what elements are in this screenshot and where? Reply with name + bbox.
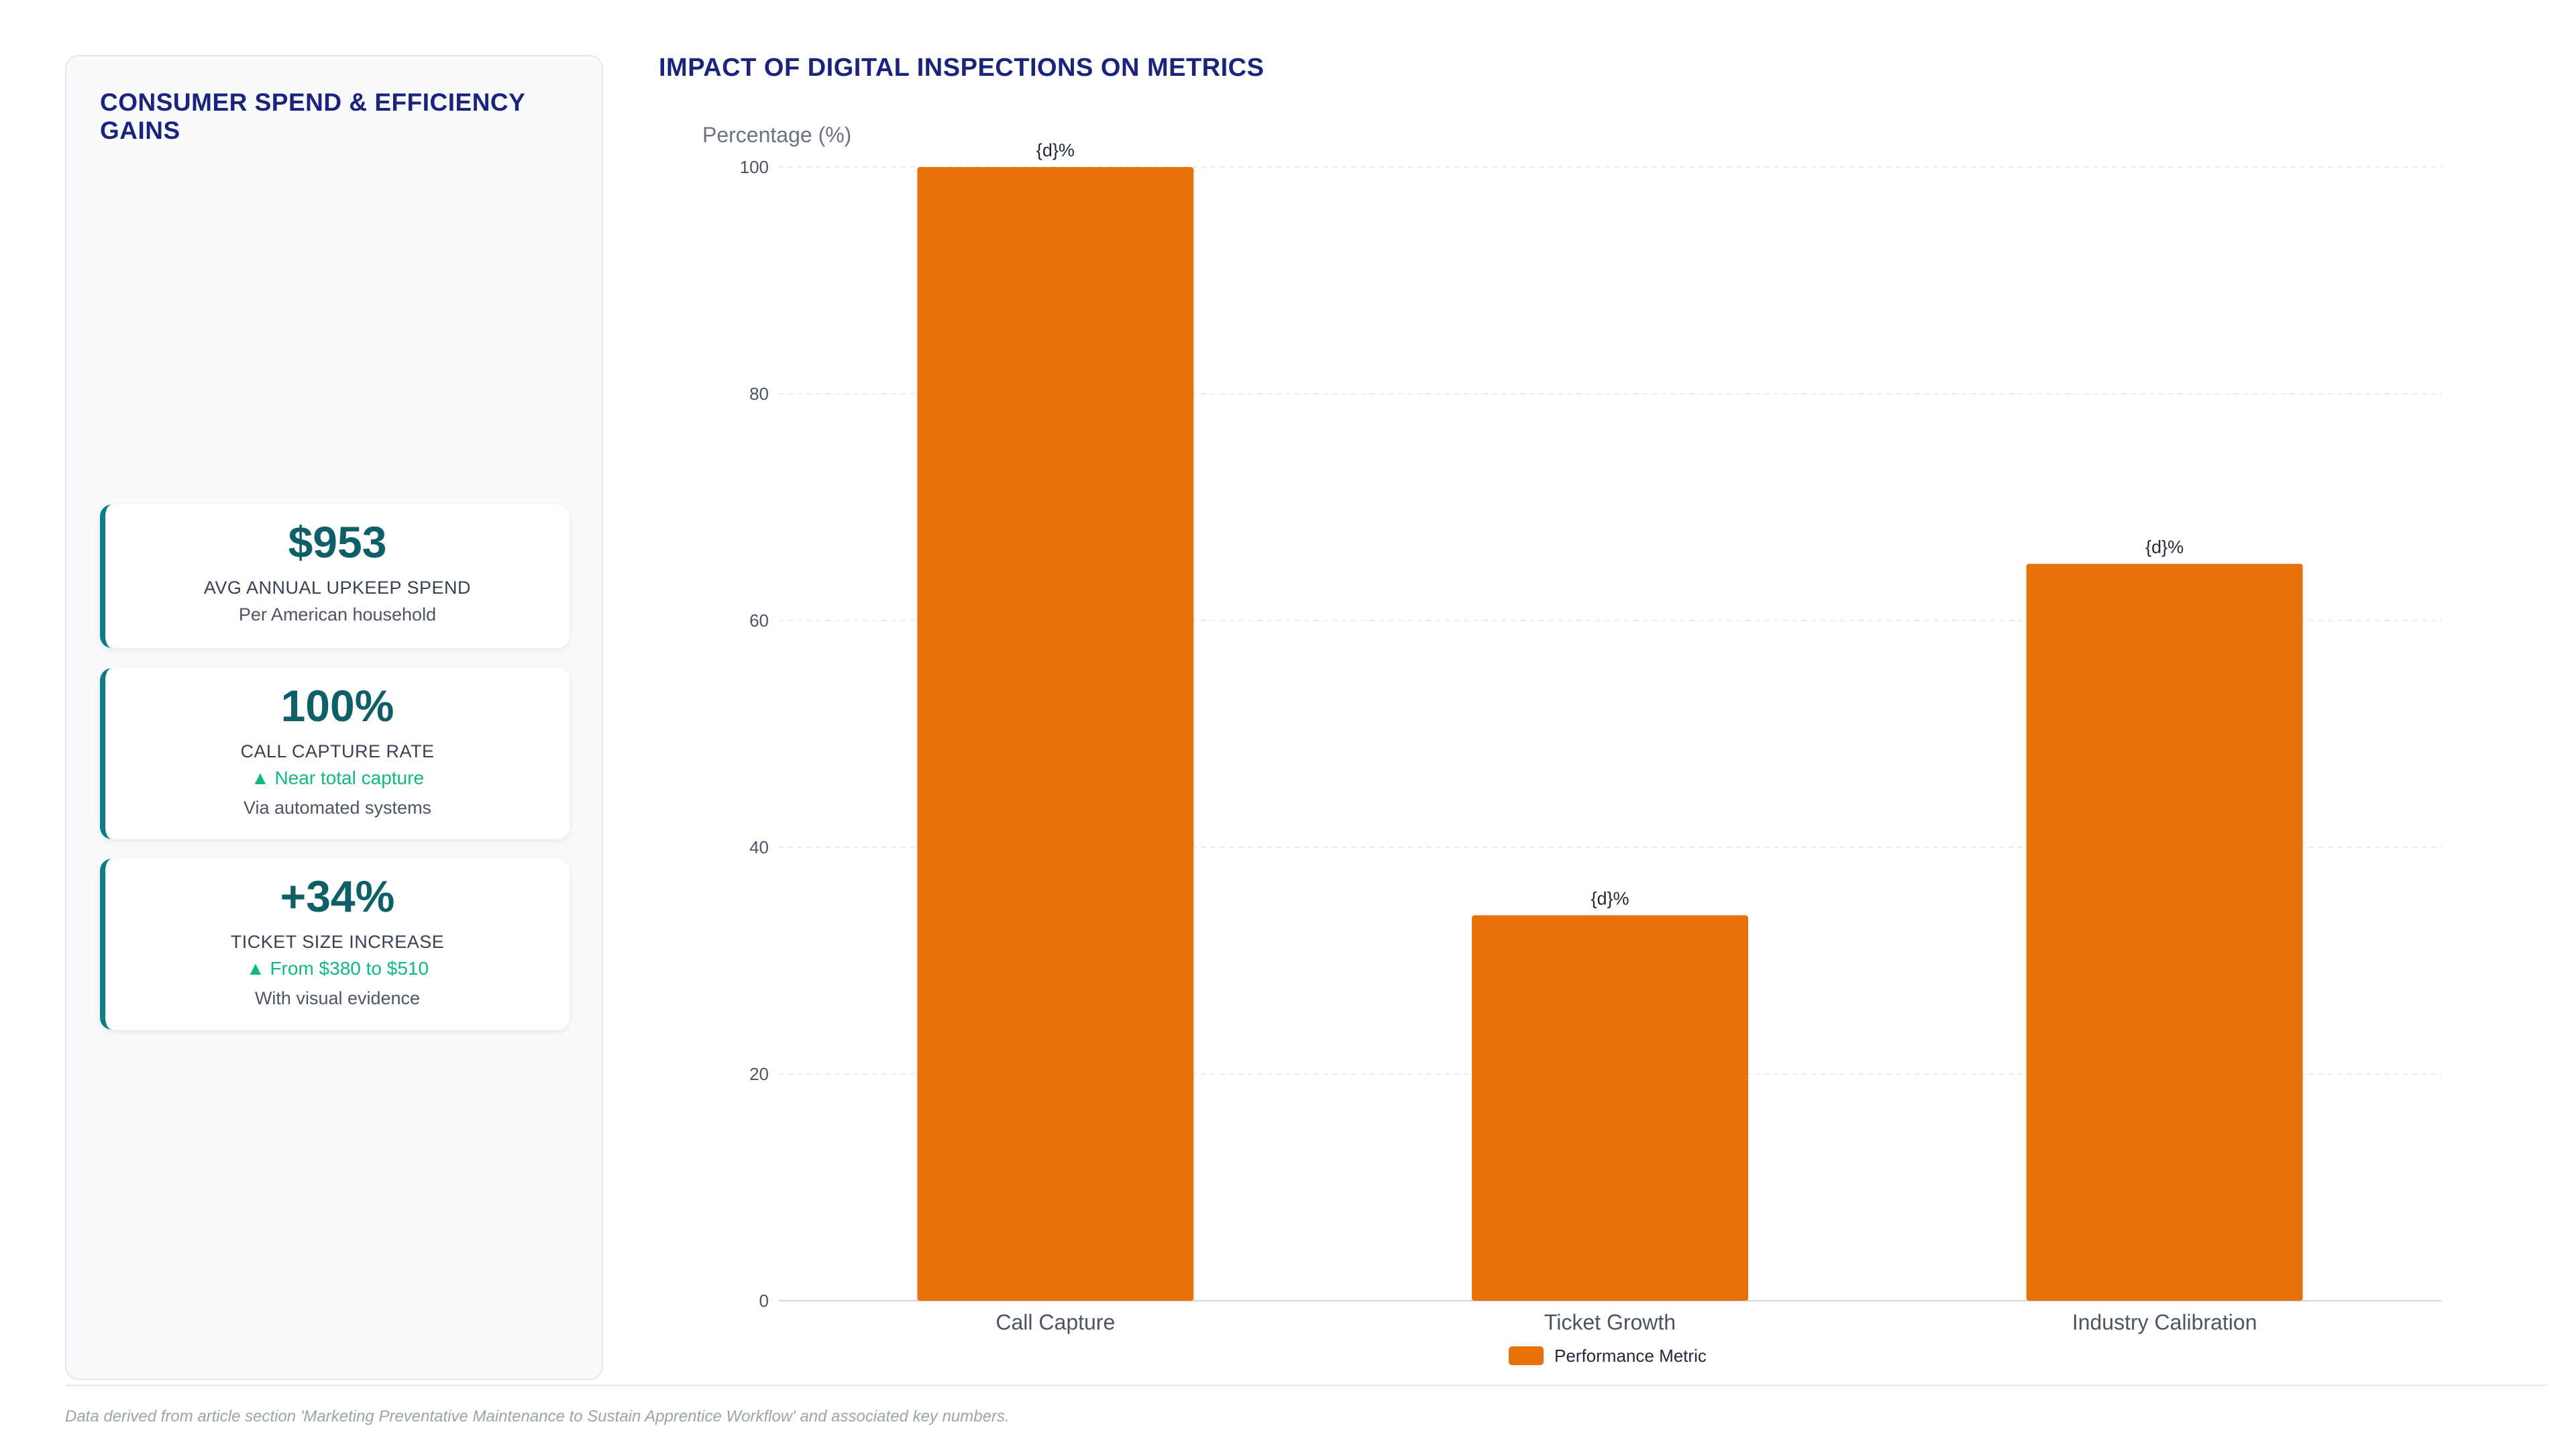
kpi-trend: ▲ Near total capture — [250, 767, 425, 788]
kpi-subtext: With visual evidence — [254, 988, 421, 1008]
bar-call-capture[interactable] — [917, 167, 1194, 1301]
legend-swatch — [1509, 1346, 1544, 1365]
kpi-value: 100% — [280, 681, 394, 731]
kpi-subtext: Per American household — [238, 604, 437, 625]
data-labels: {d}% {d}% {d}% — [1036, 140, 2184, 908]
bar-ticket-growth[interactable] — [1472, 915, 1748, 1301]
kpi-label: CALL CAPTURE RATE — [240, 741, 435, 761]
kpi-panel: CONSUMER SPEND & EFFICIENCY GAINS $953 A… — [65, 55, 603, 1380]
kpi-panel-title: CONSUMER SPEND & EFFICIENCY GAINS — [100, 89, 525, 144]
y-tick-label: 80 — [749, 384, 769, 404]
y-tick-label: 20 — [749, 1064, 769, 1084]
bar-industry-calibration[interactable] — [2026, 564, 2303, 1301]
kpi-trend: ▲ From $380 to $510 — [246, 958, 429, 979]
kpi-label: AVG ANNUAL UPKEEP SPEND — [203, 578, 472, 598]
kpi-card-call-capture: 100% CALL CAPTURE RATE ▲ Near total capt… — [100, 668, 570, 839]
x-category-label: Ticket Growth — [1544, 1310, 1676, 1334]
legend-label: Performance Metric — [1554, 1346, 1707, 1366]
x-category-label: Industry Calibration — [2072, 1310, 2257, 1334]
kpi-value: $953 — [288, 517, 387, 567]
x-axis-labels: Call Capture Ticket Growth Industry Calibr… — [996, 1310, 2257, 1334]
legend[interactable]: Performance Metric — [1509, 1346, 1707, 1366]
y-axis-ticks: 0 20 40 60 80 100 — [740, 157, 769, 1311]
y-tick-label: 60 — [749, 610, 769, 631]
bar-chart: 0 20 40 60 80 100 {d}% {d}% {d}% Call Capture Ti… — [702, 123, 2442, 1366]
y-tick-label: 40 — [749, 837, 769, 857]
kpi-label: TICKET SIZE INCREASE — [230, 932, 445, 952]
footnote: Data derived from article section 'Marke… — [65, 1407, 1010, 1426]
chart-title: IMPACT OF DIGITAL INSPECTIONS ON METRICS — [659, 54, 1265, 82]
x-category-label: Call Capture — [996, 1310, 1115, 1334]
bar-data-label: {d}% — [2145, 537, 2184, 557]
kpi-subtext: Via automated systems — [243, 798, 432, 818]
bars — [917, 167, 2303, 1301]
bar-data-label: {d}% — [1591, 888, 1629, 908]
kpi-card-ticket-size: +34% TICKET SIZE INCREASE ▲ From $380 to… — [100, 859, 570, 1030]
footer-divider — [65, 1385, 2547, 1386]
kpi-card-upkeep-spend: $953 AVG ANNUAL UPKEEP SPEND Per America… — [100, 504, 570, 648]
y-axis-title: Percentage (%) — [702, 123, 851, 147]
bar-data-label: {d}% — [1036, 140, 1075, 160]
y-tick-label: 100 — [740, 157, 769, 177]
y-tick-label: 0 — [759, 1291, 769, 1311]
kpi-value: +34% — [280, 871, 395, 921]
